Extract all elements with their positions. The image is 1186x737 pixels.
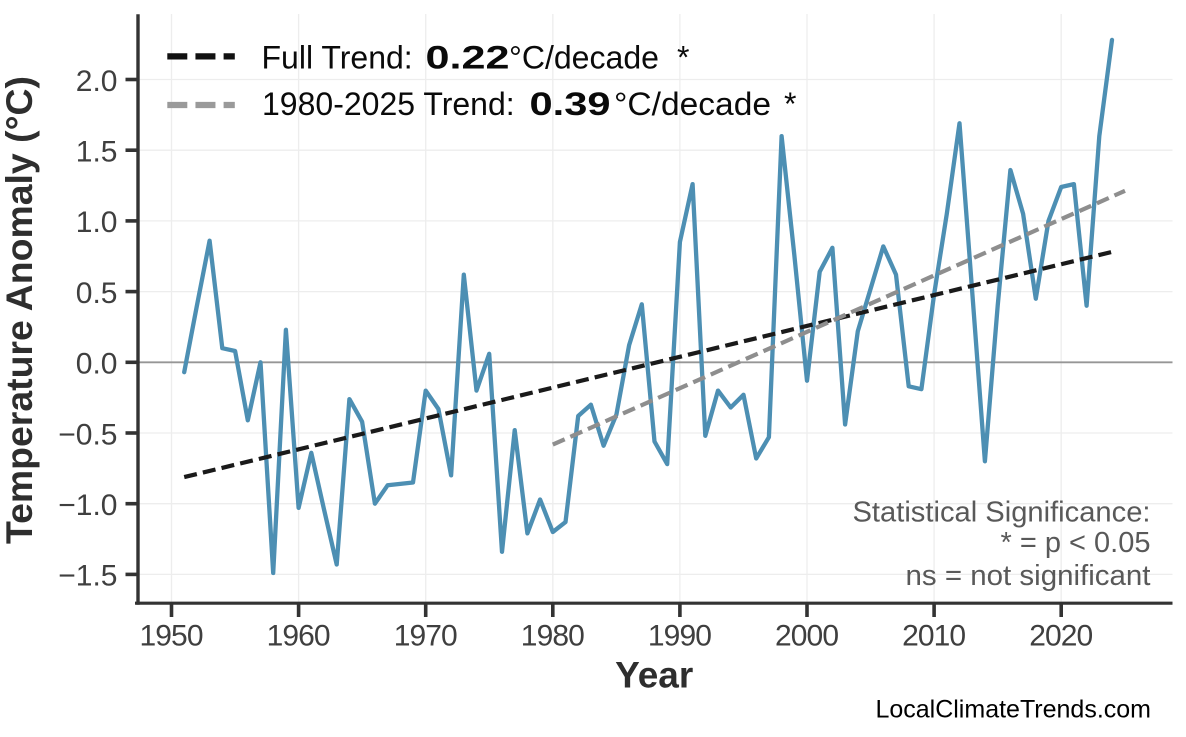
- svg-text:−1.0: −1.0: [58, 489, 117, 522]
- svg-text:Temperature Anomaly (°C): Temperature Anomaly (°C): [0, 76, 40, 544]
- svg-text:* = p < 0.05: * = p < 0.05: [1001, 527, 1151, 559]
- svg-text:2010: 2010: [902, 620, 966, 653]
- svg-text:1980-2025 Trend:: 1980-2025 Trend:: [262, 86, 515, 122]
- svg-text:0.39: 0.39: [530, 86, 611, 122]
- svg-text:1950: 1950: [140, 620, 204, 653]
- svg-text:2.0: 2.0: [76, 65, 118, 98]
- svg-text:0.22: 0.22: [426, 40, 510, 76]
- svg-text:ns = not significant: ns = not significant: [906, 560, 1151, 592]
- svg-text:Statistical Significance:: Statistical Significance:: [853, 497, 1151, 529]
- svg-text:1.5: 1.5: [76, 136, 118, 169]
- svg-text:°C/decade: °C/decade: [509, 40, 659, 76]
- svg-text:1990: 1990: [648, 620, 712, 653]
- svg-text:1980: 1980: [521, 620, 585, 653]
- svg-text:Full Trend:: Full Trend:: [262, 40, 413, 76]
- svg-text:1.0: 1.0: [76, 206, 118, 239]
- svg-text:*: *: [677, 40, 689, 76]
- svg-text:−0.5: −0.5: [58, 418, 117, 451]
- svg-text:1970: 1970: [394, 620, 458, 653]
- svg-text:0.0: 0.0: [76, 348, 118, 381]
- svg-text:°C/decade: °C/decade: [614, 86, 771, 122]
- svg-text:2020: 2020: [1029, 620, 1093, 653]
- svg-text:2000: 2000: [775, 620, 839, 653]
- svg-text:LocalClimateTrends.com: LocalClimateTrends.com: [875, 696, 1151, 724]
- svg-text:Year: Year: [615, 654, 693, 695]
- svg-text:1960: 1960: [267, 620, 331, 653]
- svg-text:*: *: [784, 86, 796, 122]
- svg-text:0.5: 0.5: [76, 277, 118, 310]
- svg-text:−1.5: −1.5: [58, 560, 117, 593]
